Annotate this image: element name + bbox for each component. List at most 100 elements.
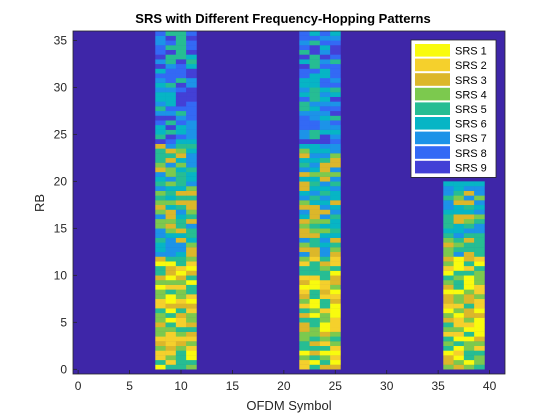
srs-cell-slot2-sym24 [319,327,331,332]
srs-cell-slot1-sym10 [175,120,187,126]
srs-cell-slot1-sym10 [175,181,187,187]
srs-cell-slot3-sym38 [463,298,475,304]
srs-cell-slot1-sym9 [165,195,177,201]
srs-cell-slot2-sym22 [299,359,310,365]
srs-cell-slot1-sym10 [175,134,187,140]
srs-cell-slot1-sym9 [165,294,177,300]
srs-cell-slot2-sym25 [330,233,341,238]
srs-cell-slot3-sym36 [443,303,454,309]
srs-cell-slot1-sym11 [186,214,197,220]
srs-cell-slot1-sym10 [175,294,187,300]
srs-cell-slot3-sym36 [443,209,454,215]
srs-cell-slot1-sym11 [186,364,197,370]
srs-cell-slot3-sym39 [474,364,485,370]
srs-cell-slot2-sym24 [319,223,331,229]
srs-cell-slot2-sym25 [330,162,341,168]
srs-cell-slot1-sym8 [155,247,166,253]
srs-cell-slot3-sym38 [463,218,475,224]
srs-cell-slot2-sym22 [299,129,310,135]
srs-cell-slot1-sym8 [155,223,166,229]
srs-cell-slot1-sym9 [165,153,177,159]
srs-cell-slot2-sym25 [330,218,341,224]
srs-cell-slot1-sym10 [175,345,187,351]
srs-cell-slot1-sym9 [165,124,177,130]
srs-cell-slot1-sym9 [165,228,177,234]
srs-cell-slot2-sym24 [319,148,331,154]
srs-cell-slot2-sym24 [319,120,331,126]
srs-cell-slot3-sym39 [474,251,485,257]
srs-cell-slot3-sym39 [474,341,485,347]
srs-cell-slot1-sym10 [175,251,187,257]
srs-cell-slot2-sym25 [330,77,341,83]
srs-cell-slot2-sym25 [330,82,341,88]
srs-cell-slot2-sym23 [309,284,321,290]
srs-cell-slot2-sym24 [319,101,331,107]
srs-cell-slot2-sym25 [330,139,341,144]
srs-cell-slot2-sym25 [330,336,341,342]
srs-cell-slot2-sym24 [319,270,331,276]
srs-cell-slot2-sym22 [299,181,310,187]
srs-cell-slot1-sym9 [165,45,177,50]
srs-cell-slot2-sym24 [319,336,331,342]
srs-cell-slot1-sym8 [155,270,166,276]
srs-cell-slot1-sym10 [175,96,187,102]
srs-cell-slot2-sym25 [330,171,341,177]
srs-cell-slot1-sym8 [155,190,166,196]
srs-cell-slot1-sym10 [175,336,187,342]
srs-cell-slot2-sym23 [309,312,321,318]
srs-cell-slot3-sym36 [443,280,454,285]
srs-cell-slot1-sym10 [175,228,187,234]
srs-cell-slot1-sym8 [155,124,166,130]
srs-cell-slot2-sym23 [309,308,321,314]
srs-cell-slot1-sym11 [186,63,197,69]
srs-cell-slot1-sym10 [175,298,187,304]
srs-cell-slot2-sym23 [309,303,321,309]
srs-cell-slot1-sym11 [186,73,197,79]
srs-cell-slot3-sym36 [443,214,454,220]
srs-cell-slot3-sym37 [453,181,465,187]
srs-cell-slot2-sym25 [330,345,341,351]
srs-cell-slot2-sym25 [330,129,341,135]
srs-cell-slot1-sym11 [186,124,197,130]
srs-cell-slot2-sym23 [309,289,321,295]
srs-cell-slot3-sym38 [463,345,475,351]
srs-cell-slot2-sym24 [319,355,331,361]
srs-cell-slot1-sym11 [186,355,197,361]
srs-cell-slot1-sym10 [175,247,187,253]
srs-cell-slot2-sym24 [319,256,331,262]
srs-cell-slot1-sym9 [165,49,177,55]
srs-cell-slot2-sym22 [299,143,310,149]
srs-cell-slot1-sym9 [165,54,177,60]
srs-cell-slot2-sym22 [299,77,310,83]
srs-cell-slot3-sym36 [443,195,454,201]
x-tick-label: 10 [174,379,188,393]
srs-cell-slot1-sym10 [175,280,187,285]
srs-cell-slot3-sym37 [453,195,465,201]
srs-cell-slot2-sym23 [309,45,321,50]
srs-cell-slot3-sym38 [463,204,475,210]
srs-cell-slot3-sym37 [453,247,465,253]
srs-cell-slot1-sym11 [186,181,197,187]
srs-cell-slot2-sym25 [330,228,341,234]
srs-cell-slot3-sym38 [463,303,475,309]
srs-cell-slot2-sym22 [299,153,310,159]
srs-cell-slot2-sym23 [309,341,321,347]
srs-cell-slot2-sym24 [319,350,331,356]
y-tick-label: 25 [54,127,68,141]
srs-cell-slot1-sym9 [165,120,177,126]
srs-cell-slot3-sym38 [463,256,475,262]
x-tick-label: 5 [126,379,133,393]
srs-cell-slot3-sym39 [474,228,485,234]
srs-cell-slot2-sym24 [319,247,331,253]
srs-cell-slot2-sym22 [299,54,310,60]
srs-cell-slot1-sym10 [175,327,187,332]
srs-cell-slot2-sym25 [330,181,341,187]
srs-cell-slot1-sym10 [175,157,187,163]
srs-cell-slot3-sym39 [474,190,485,196]
srs-cell-slot2-sym22 [299,45,310,50]
srs-cell-slot1-sym8 [155,195,166,201]
srs-cell-slot2-sym23 [309,82,321,88]
srs-cell-slot1-sym9 [165,256,177,262]
srs-cell-slot3-sym38 [463,195,475,201]
srs-cell-slot2-sym22 [299,167,310,173]
